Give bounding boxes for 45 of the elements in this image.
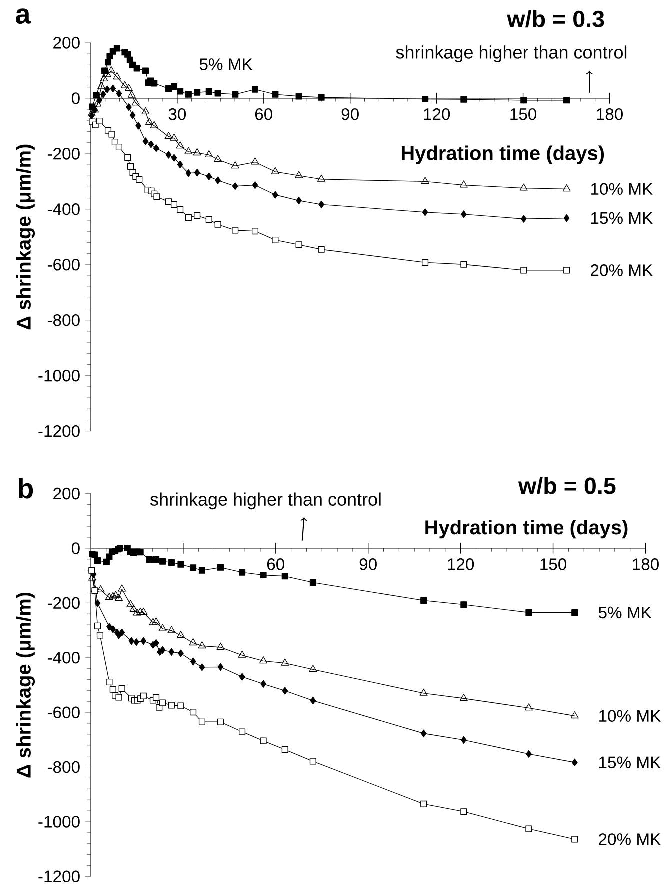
y-tick-label: -1000	[38, 370, 80, 382]
y-tick-label: -200	[48, 148, 80, 160]
x-axis-title: Hydration time (days)	[402, 146, 604, 164]
annotation: shrinkage higher than control	[396, 46, 627, 62]
annotation: shrinkage higher than control	[150, 492, 381, 510]
text: b	[19, 478, 34, 499]
series-label: 20% MK	[591, 264, 654, 276]
y-tick-label: -1000	[38, 816, 80, 828]
y-tick-label: -1200	[38, 425, 80, 438]
x-tick-label: 180	[597, 108, 624, 120]
series-label: 10% MK	[592, 183, 654, 196]
x-tick-label: 120	[448, 558, 474, 570]
y-axis-title: Δ shrinkage (μm/m)	[16, 144, 36, 330]
series-label: 5% MK	[200, 58, 253, 70]
x-axis-title: Hydration time (days)	[426, 520, 628, 539]
x-tick-label: 120	[424, 108, 450, 120]
series-label: 5% MK	[599, 606, 652, 619]
y-tick-label: 200	[54, 488, 80, 500]
series-label: 20% MK	[599, 834, 662, 846]
x-tick-label: 150	[540, 558, 567, 570]
x-tick-label: 90	[342, 108, 360, 120]
y-tick-label: -800	[48, 314, 80, 326]
y-tick-label: 200	[54, 37, 80, 49]
y-tick-label: -600	[48, 259, 80, 271]
text: a	[16, 8, 32, 24]
y-tick-label: -1200	[38, 870, 80, 883]
series-label: 10% MK	[600, 710, 662, 722]
y-axis-title: Δ shrinkage (μm/m)	[16, 592, 36, 778]
y-tick-label: -800	[48, 761, 80, 774]
series-label: 15% MK	[592, 212, 654, 224]
x-tick-label: 60	[268, 558, 285, 570]
y-tick-label: -400	[48, 652, 80, 664]
x-tick-label: 90	[360, 558, 378, 570]
y-tick-label: -400	[48, 204, 80, 216]
x-tick-label: 60	[256, 108, 273, 120]
x-tick-label: 30	[168, 108, 186, 120]
y-tick-label: -200	[48, 597, 80, 610]
chart-title: w/b = 0.3	[507, 10, 604, 28]
x-tick-label: 150	[510, 108, 537, 120]
y-tick-label: 0	[72, 92, 80, 104]
y-tick-label: -600	[48, 706, 80, 718]
x-tick-label: 180	[633, 558, 660, 570]
series-label: 15% MK	[600, 756, 662, 768]
chart-title: w/b = 0.5	[518, 477, 616, 495]
y-tick-label: 0	[72, 542, 80, 554]
